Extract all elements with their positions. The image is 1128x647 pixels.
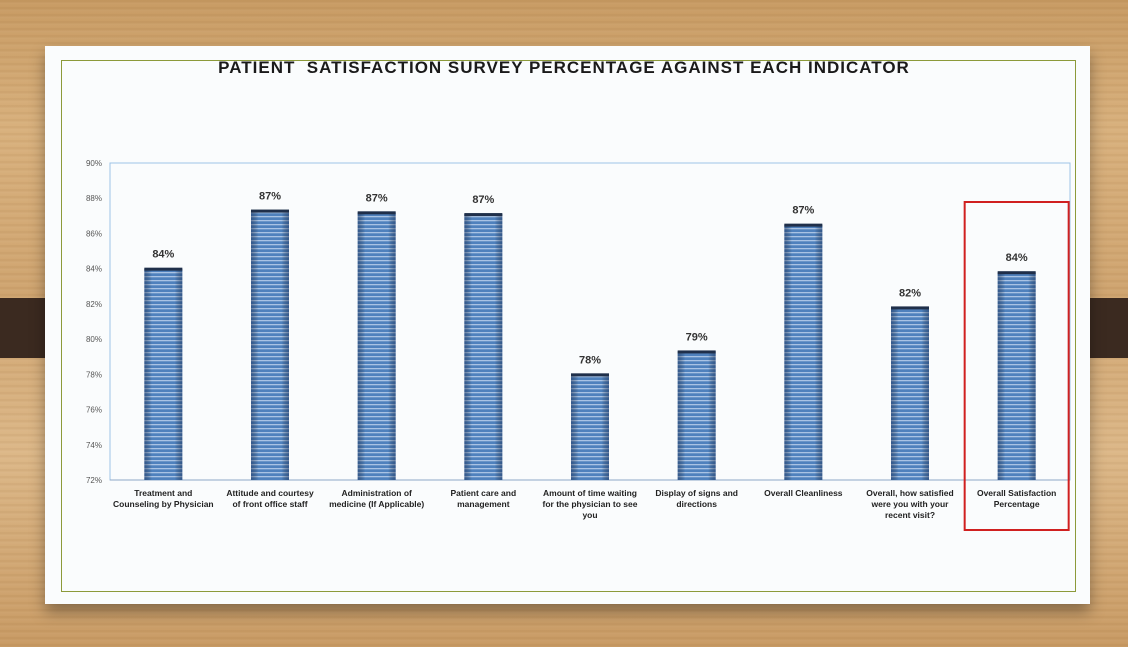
- x-category-label: recent visit?: [885, 510, 935, 520]
- bar-shading: [144, 268, 183, 480]
- y-tick-label: 84%: [86, 265, 102, 274]
- x-category-label: of front office staff: [232, 499, 307, 509]
- y-tick-label: 72%: [86, 476, 102, 485]
- bar-shading: [677, 351, 716, 480]
- x-category-label: Overall Satisfaction: [977, 488, 1056, 498]
- bar-shading: [784, 224, 823, 480]
- x-category-label: Overall, how satisfied: [866, 488, 953, 498]
- data-label: 87%: [259, 191, 281, 203]
- bar-cap: [357, 211, 396, 215]
- bar-cap: [144, 267, 183, 271]
- x-category-label: Attitude and courtesy: [226, 488, 314, 498]
- x-category-label: medicine (If Applicable): [329, 499, 424, 509]
- y-tick-label: 76%: [86, 406, 102, 415]
- bar-shading: [891, 307, 929, 480]
- bar-cap: [251, 209, 289, 213]
- x-category-label: Patient care and: [450, 488, 516, 498]
- highlight-box: [963, 201, 1070, 531]
- x-category-label: Counseling by Physician: [113, 499, 214, 509]
- x-category-label: management: [457, 499, 510, 509]
- x-category-label: for the physician to see: [543, 499, 638, 509]
- bar-cap: [571, 373, 609, 377]
- bar-shading: [571, 374, 609, 480]
- y-tick-label: 80%: [86, 335, 102, 344]
- bar-shading: [997, 272, 1036, 480]
- y-tick-label: 88%: [86, 194, 102, 203]
- bar-cap: [677, 350, 716, 354]
- bar-cap: [784, 223, 823, 227]
- x-category-label: Amount of time waiting: [543, 488, 637, 498]
- data-label: 87%: [366, 192, 388, 204]
- data-label: 82%: [899, 287, 921, 299]
- x-category-label: Display of signs and: [655, 488, 738, 498]
- y-tick-label: 78%: [86, 370, 102, 379]
- y-tick-label: 74%: [86, 441, 102, 450]
- x-category-label: Overall Cleanliness: [764, 488, 843, 498]
- x-category-label: Treatment and: [134, 488, 192, 498]
- data-label: 84%: [152, 249, 174, 261]
- x-category-label: Administration of: [341, 488, 412, 498]
- y-tick-label: 86%: [86, 229, 102, 238]
- data-label: 84%: [1006, 252, 1028, 264]
- y-tick-label: 82%: [86, 300, 102, 309]
- x-category-label: Percentage: [994, 499, 1040, 509]
- x-category-label: directions: [676, 499, 717, 509]
- data-label: 78%: [579, 354, 601, 366]
- data-label: 79%: [686, 331, 708, 343]
- bar-cap: [891, 306, 929, 310]
- x-category-label: you: [582, 510, 597, 520]
- bar-cap: [464, 213, 503, 217]
- bar-shading: [464, 214, 503, 481]
- data-label: 87%: [792, 205, 814, 217]
- data-label: 87%: [472, 194, 494, 206]
- bar-cap: [997, 271, 1036, 275]
- bar-shading: [251, 210, 289, 481]
- x-category-label: were you with your: [871, 499, 950, 509]
- chart-title: PATIENT SATISFACTION SURVEY PERCENTAGE A…: [218, 58, 910, 77]
- y-tick-label: 90%: [86, 159, 102, 168]
- bar-shading: [357, 212, 396, 481]
